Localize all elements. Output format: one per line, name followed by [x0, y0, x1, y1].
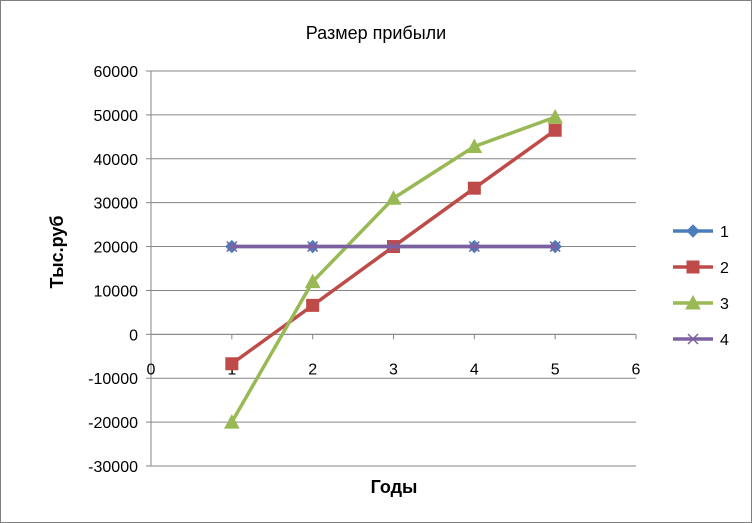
data-point — [225, 357, 239, 371]
legend-item-3: 3 — [673, 294, 729, 313]
series-group — [223, 109, 564, 429]
legend-marker — [686, 224, 700, 238]
data-point — [223, 414, 240, 429]
legend-label: 2 — [720, 260, 729, 277]
y-tick-label: -10000 — [88, 371, 138, 388]
y-tick-label: 20000 — [94, 240, 139, 257]
marker-stroke — [387, 241, 400, 253]
y-tick-label: 0 — [129, 327, 138, 344]
legend-item-2: 2 — [673, 260, 729, 277]
x-axis-title: Годы — [371, 477, 418, 497]
series-3 — [223, 109, 564, 429]
axes — [146, 70, 637, 467]
legend: 1 2 3 4 — [673, 224, 729, 349]
data-point — [385, 190, 402, 205]
legend-marker — [687, 333, 699, 345]
x-tick-labels: 0123456 — [147, 361, 641, 378]
data-point — [304, 273, 321, 289]
legend-label: 4 — [720, 332, 729, 349]
marker-stroke — [226, 241, 238, 253]
marker-stroke — [549, 241, 561, 253]
data-point — [307, 241, 319, 253]
y-tick-label: 30000 — [94, 196, 139, 213]
y-tick-label: -30000 — [88, 459, 138, 476]
x-tick-label: 4 — [470, 361, 479, 378]
data-point — [226, 241, 238, 253]
marker-stroke — [468, 241, 480, 253]
legend-marker — [686, 260, 700, 274]
x-tick-label: 5 — [551, 361, 560, 378]
y-tick-label: 60000 — [94, 64, 139, 81]
y-axis-title: Тыс.руб — [47, 215, 67, 288]
x-tick-label: 3 — [389, 361, 398, 378]
data-point — [468, 241, 480, 253]
legend-marker — [685, 294, 701, 310]
y-tick-labels: -30000 -20000 -10000 0 10000 20000 30000 40000 5… — [88, 64, 138, 476]
y-tick-label: -20000 — [88, 415, 138, 432]
chart-title: Размер прибыли — [306, 23, 446, 43]
data-point — [548, 123, 562, 137]
y-tick-label: 40000 — [94, 152, 139, 169]
series-4 — [226, 241, 561, 253]
marker-stroke — [687, 333, 699, 345]
x-tick-label: 0 — [147, 361, 156, 378]
x-tick-label: 2 — [308, 361, 317, 378]
marker-stroke — [307, 241, 319, 253]
legend-item-1: 1 — [673, 224, 729, 241]
data-point — [549, 241, 561, 253]
data-point — [467, 181, 481, 195]
x-tick-label: 6 — [632, 361, 641, 378]
data-point — [387, 241, 400, 253]
data-point — [306, 298, 320, 312]
legend-item-4: 4 — [673, 332, 729, 349]
legend-label: 3 — [720, 296, 729, 313]
gridlines — [151, 70, 636, 467]
y-tick-label: 50000 — [94, 108, 139, 125]
legend-label: 1 — [720, 224, 729, 241]
data-point — [466, 138, 483, 153]
y-tick-label: 10000 — [94, 283, 139, 300]
data-point — [547, 109, 564, 124]
